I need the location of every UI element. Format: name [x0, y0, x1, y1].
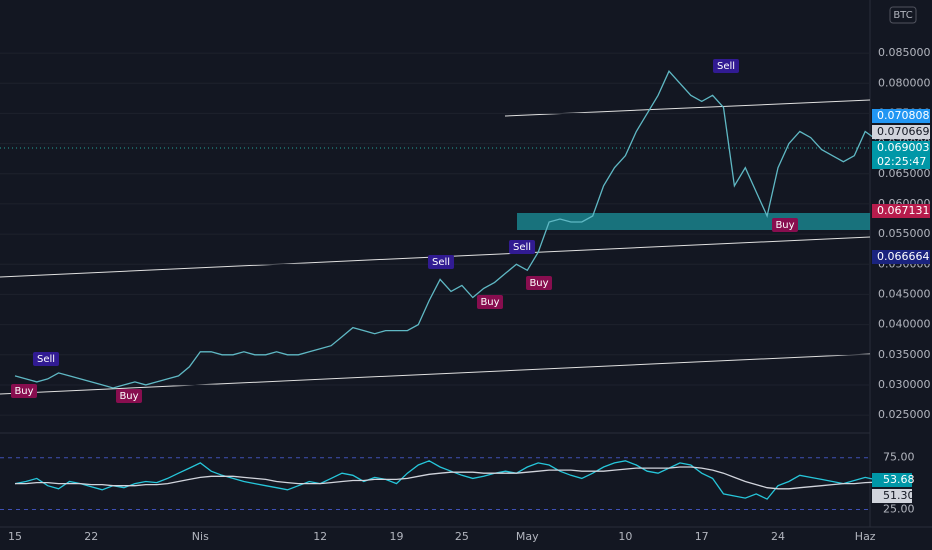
x-tick-label: May	[516, 530, 539, 543]
x-tick-label: Haz	[855, 530, 876, 543]
signal-label: Sell	[717, 61, 735, 72]
symbol: BTC	[893, 10, 912, 21]
y-tick-label: 0.025000	[878, 408, 931, 421]
value-tag	[872, 473, 912, 487]
x-tick-label: 22	[84, 530, 98, 543]
signal-label: Buy	[529, 278, 548, 289]
signal-label: Buy	[775, 220, 794, 231]
price-tag-label: 0.069003	[877, 141, 930, 154]
x-tick-label: 12	[313, 530, 327, 543]
price-tag	[872, 250, 930, 264]
price-line	[14, 70, 877, 389]
y-tick-label: 25.00	[883, 502, 915, 515]
x-tick-label: 19	[390, 530, 404, 543]
y-tick-label: 0.085000	[878, 46, 931, 59]
signal-label: Sell	[513, 242, 531, 253]
x-tick-label: 10	[618, 530, 632, 543]
price-tag	[872, 204, 930, 218]
value-tag	[872, 489, 912, 503]
y-tick-label: 75.00	[883, 451, 915, 464]
signal-badge	[772, 218, 798, 232]
y-tick-label: 0.065000	[878, 167, 931, 180]
y-tick-label: 0.040000	[878, 318, 931, 331]
signal-badge	[428, 255, 454, 269]
signal-badge	[11, 384, 37, 398]
signal-badge	[33, 352, 59, 366]
price-tag	[872, 125, 930, 139]
value-tag-label: 51.30	[883, 489, 915, 502]
signal-label: Sell	[432, 257, 450, 268]
signal-label: Buy	[14, 386, 33, 397]
countdown-tag	[872, 155, 930, 169]
symbol-box	[889, 6, 917, 24]
signal-badge	[713, 59, 739, 73]
x-tick-label: 15	[8, 530, 22, 543]
signal-badge	[477, 295, 503, 309]
price-tag	[872, 109, 930, 123]
y-tick-label: 0.080000	[878, 76, 931, 89]
countdown: 02:25:47	[877, 155, 926, 168]
signal-badge	[526, 276, 552, 290]
signal-badge	[509, 240, 535, 254]
trend-line	[0, 353, 871, 395]
signal-badge	[116, 389, 142, 403]
price-tag-label: 0.066664	[877, 250, 930, 263]
x-tick-label: Nis	[192, 530, 209, 543]
y-tick-label: 0.055000	[878, 227, 931, 240]
y-tick-label: 0.030000	[878, 378, 931, 391]
x-tick-label: 17	[695, 530, 709, 543]
price-line	[14, 460, 877, 500]
y-tick-label: 0.035000	[878, 348, 931, 361]
x-tick-label: 25	[455, 530, 469, 543]
price-tag	[872, 141, 930, 155]
price-tag-label: 0.070808	[877, 109, 930, 122]
price-tag-label: 0.070669	[877, 125, 930, 138]
price-tag-label: 0.067131	[877, 204, 930, 217]
signal-label: Sell	[37, 354, 55, 365]
value-tag-label: 53.68	[883, 473, 915, 486]
y-tick-label: 0.045000	[878, 287, 931, 300]
price-line	[15, 466, 877, 490]
signal-label: Buy	[119, 391, 138, 402]
signal-label: Buy	[480, 297, 499, 308]
x-tick-label: 24	[771, 530, 785, 543]
